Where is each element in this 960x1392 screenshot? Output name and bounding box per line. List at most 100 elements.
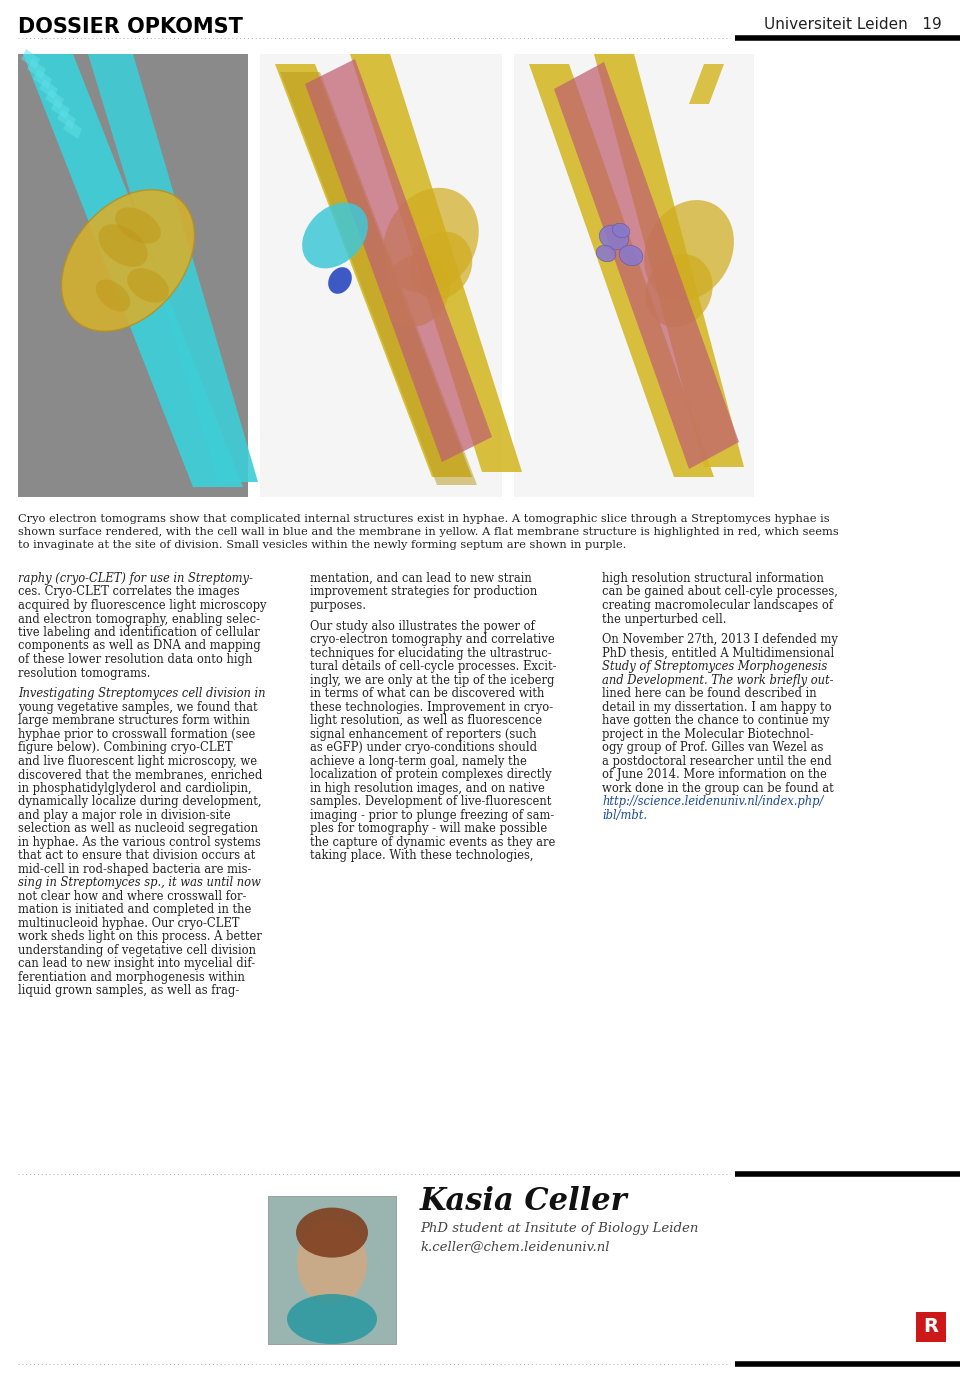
Text: On November 27th, 2013 I defended my: On November 27th, 2013 I defended my: [602, 633, 838, 646]
Text: mid-cell in rod-shaped bacteria are mis-: mid-cell in rod-shaped bacteria are mis-: [18, 863, 252, 876]
Text: detail in my dissertation. I am happy to: detail in my dissertation. I am happy to: [602, 702, 831, 714]
Ellipse shape: [297, 1221, 367, 1306]
Ellipse shape: [596, 245, 615, 262]
Text: and electron tomography, enabling selec-: and electron tomography, enabling selec-: [18, 612, 260, 625]
Text: taking place. With these technologies,: taking place. With these technologies,: [310, 849, 534, 863]
Ellipse shape: [61, 189, 195, 331]
Text: R: R: [924, 1317, 939, 1336]
Text: can be gained about cell-cyle processes,: can be gained about cell-cyle processes,: [602, 586, 838, 599]
Ellipse shape: [619, 245, 643, 266]
Text: localization of protein complexes directly: localization of protein complexes direct…: [310, 768, 552, 781]
Text: the unperturbed cell.: the unperturbed cell.: [602, 612, 727, 625]
Polygon shape: [529, 64, 714, 477]
Text: purposes.: purposes.: [310, 599, 367, 612]
Ellipse shape: [96, 280, 131, 312]
Polygon shape: [88, 54, 258, 482]
Text: PhD thesis, entitled A Multidimensional: PhD thesis, entitled A Multidimensional: [602, 647, 834, 660]
Polygon shape: [305, 58, 492, 462]
Text: high resolution structural information: high resolution structural information: [602, 572, 824, 585]
Ellipse shape: [612, 223, 630, 238]
Text: mentation, and can lead to new strain: mentation, and can lead to new strain: [310, 572, 532, 585]
Bar: [514, 54, 754, 497]
Text: these technologies. Improvement in cryo-: these technologies. Improvement in cryo-: [310, 702, 553, 714]
Bar: [18, 54, 248, 497]
Ellipse shape: [98, 224, 148, 267]
Polygon shape: [350, 54, 522, 472]
Text: raphy (cryo-CLET) for use in Streptomy-: raphy (cryo-CLET) for use in Streptomy-: [18, 572, 252, 585]
Text: light resolution, as well as fluorescence: light resolution, as well as fluorescenc…: [310, 714, 542, 728]
Ellipse shape: [383, 188, 479, 294]
Text: tive labeling and identification of cellular: tive labeling and identification of cell…: [18, 626, 260, 639]
Text: http://science.leidenuniv.nl/index.php/: http://science.leidenuniv.nl/index.php/: [602, 795, 824, 809]
Text: selection as well as nucleoid segregation: selection as well as nucleoid segregatio…: [18, 823, 258, 835]
Text: large membrane structures form within: large membrane structures form within: [18, 714, 250, 728]
Text: hyphae prior to crosswall formation (see: hyphae prior to crosswall formation (see: [18, 728, 255, 741]
Ellipse shape: [645, 255, 712, 327]
Text: in phosphatidylglyderol and cardiolipin,: in phosphatidylglyderol and cardiolipin,: [18, 782, 252, 795]
Ellipse shape: [599, 226, 629, 251]
Text: ogy group of Prof. Gilles van Wezel as: ogy group of Prof. Gilles van Wezel as: [602, 742, 824, 754]
Text: mation is initiated and completed in the: mation is initiated and completed in the: [18, 903, 252, 916]
Text: can lead to new insight into mycelial dif-: can lead to new insight into mycelial di…: [18, 958, 255, 970]
Ellipse shape: [382, 255, 450, 327]
Bar: [260, 54, 502, 497]
Text: imaging - prior to plunge freezing of sam-: imaging - prior to plunge freezing of sa…: [310, 809, 554, 821]
Polygon shape: [689, 64, 724, 104]
Text: Cryo electron tomograms show that complicated internal structures exist in hypha: Cryo electron tomograms show that compli…: [18, 514, 829, 523]
Polygon shape: [554, 63, 739, 469]
Text: ferentiation and morphogenesis within: ferentiation and morphogenesis within: [18, 972, 245, 984]
Text: liquid grown samples, as well as frag-: liquid grown samples, as well as frag-: [18, 984, 239, 998]
Bar: [916, 1313, 946, 1342]
Text: of these lower resolution data onto high: of these lower resolution data onto high: [18, 653, 252, 665]
Polygon shape: [23, 54, 243, 487]
Text: that act to ensure that division occurs at: that act to ensure that division occurs …: [18, 849, 255, 863]
Ellipse shape: [115, 207, 161, 244]
Text: PhD student at Insitute of Biology Leiden: PhD student at Insitute of Biology Leide…: [420, 1222, 698, 1235]
Text: tural details of cell-cycle processes. Excit-: tural details of cell-cycle processes. E…: [310, 660, 557, 674]
Text: in hyphae. As the various control systems: in hyphae. As the various control system…: [18, 837, 261, 849]
Ellipse shape: [127, 269, 169, 302]
Text: creating macromolecular landscapes of: creating macromolecular landscapes of: [602, 599, 833, 612]
Polygon shape: [594, 54, 744, 466]
Text: k.celler@chem.leidenuniv.nl: k.celler@chem.leidenuniv.nl: [420, 1240, 610, 1253]
Text: and Development. The work briefly out-: and Development. The work briefly out-: [602, 674, 833, 686]
Text: sing in Streptomyces sp., it was until now: sing in Streptomyces sp., it was until n…: [18, 877, 261, 889]
Text: work done in the group can be found at: work done in the group can be found at: [602, 782, 833, 795]
Text: Our study also illustrates the power of: Our study also illustrates the power of: [310, 619, 535, 633]
Text: a postdoctoral researcher until the end: a postdoctoral researcher until the end: [602, 754, 831, 768]
Text: figure below). Combining cryo-CLET: figure below). Combining cryo-CLET: [18, 742, 232, 754]
Text: achieve a long-term goal, namely the: achieve a long-term goal, namely the: [310, 754, 527, 768]
Ellipse shape: [644, 200, 733, 301]
Text: Study of Streptomyces Morphogenesis: Study of Streptomyces Morphogenesis: [602, 660, 828, 674]
Text: Kasia Celler: Kasia Celler: [420, 1186, 628, 1217]
Text: Investigating Streptomyces cell division in: Investigating Streptomyces cell division…: [18, 688, 266, 700]
Text: discovered that the membranes, enriched: discovered that the membranes, enriched: [18, 768, 262, 781]
Text: have gotten the chance to continue my: have gotten the chance to continue my: [602, 714, 829, 728]
Text: Universiteit Leiden   19: Universiteit Leiden 19: [764, 17, 942, 32]
Text: young vegetative samples, we found that: young vegetative samples, we found that: [18, 702, 257, 714]
Text: to invaginate at the site of division. Small vesicles within the newly forming s: to invaginate at the site of division. S…: [18, 540, 626, 550]
Text: ples for tomography - will make possible: ples for tomography - will make possible: [310, 823, 547, 835]
Text: ibl/mbt.: ibl/mbt.: [602, 809, 647, 821]
Text: and play a major role in division-site: and play a major role in division-site: [18, 809, 230, 821]
Bar: [268, 1196, 396, 1345]
Ellipse shape: [302, 203, 368, 269]
Text: in high resolution images, and on native: in high resolution images, and on native: [310, 782, 545, 795]
Text: samples. Development of live-fluorescent: samples. Development of live-fluorescent: [310, 795, 551, 809]
Polygon shape: [57, 109, 76, 129]
Text: shown surface rendered, with the cell wall in blue and the membrane in yellow. A: shown surface rendered, with the cell wa…: [18, 528, 839, 537]
Text: understanding of vegetative cell division: understanding of vegetative cell divisio…: [18, 944, 256, 956]
Ellipse shape: [328, 267, 351, 294]
Text: improvement strategies for production: improvement strategies for production: [310, 586, 538, 599]
Text: in terms of what can be discovered with: in terms of what can be discovered with: [310, 688, 544, 700]
Ellipse shape: [410, 231, 472, 299]
Text: techniques for elucidating the ultrastruc-: techniques for elucidating the ultrastru…: [310, 647, 552, 660]
Text: dynamically localize during development,: dynamically localize during development,: [18, 795, 261, 809]
Text: project in the Molecular Biotechnol-: project in the Molecular Biotechnol-: [602, 728, 814, 741]
Polygon shape: [280, 72, 477, 484]
Text: of June 2014. More information on the: of June 2014. More information on the: [602, 768, 827, 781]
Polygon shape: [21, 49, 40, 70]
Text: acquired by fluorescence light microscopy: acquired by fluorescence light microscop…: [18, 599, 267, 612]
Polygon shape: [33, 70, 52, 89]
Polygon shape: [27, 58, 46, 79]
